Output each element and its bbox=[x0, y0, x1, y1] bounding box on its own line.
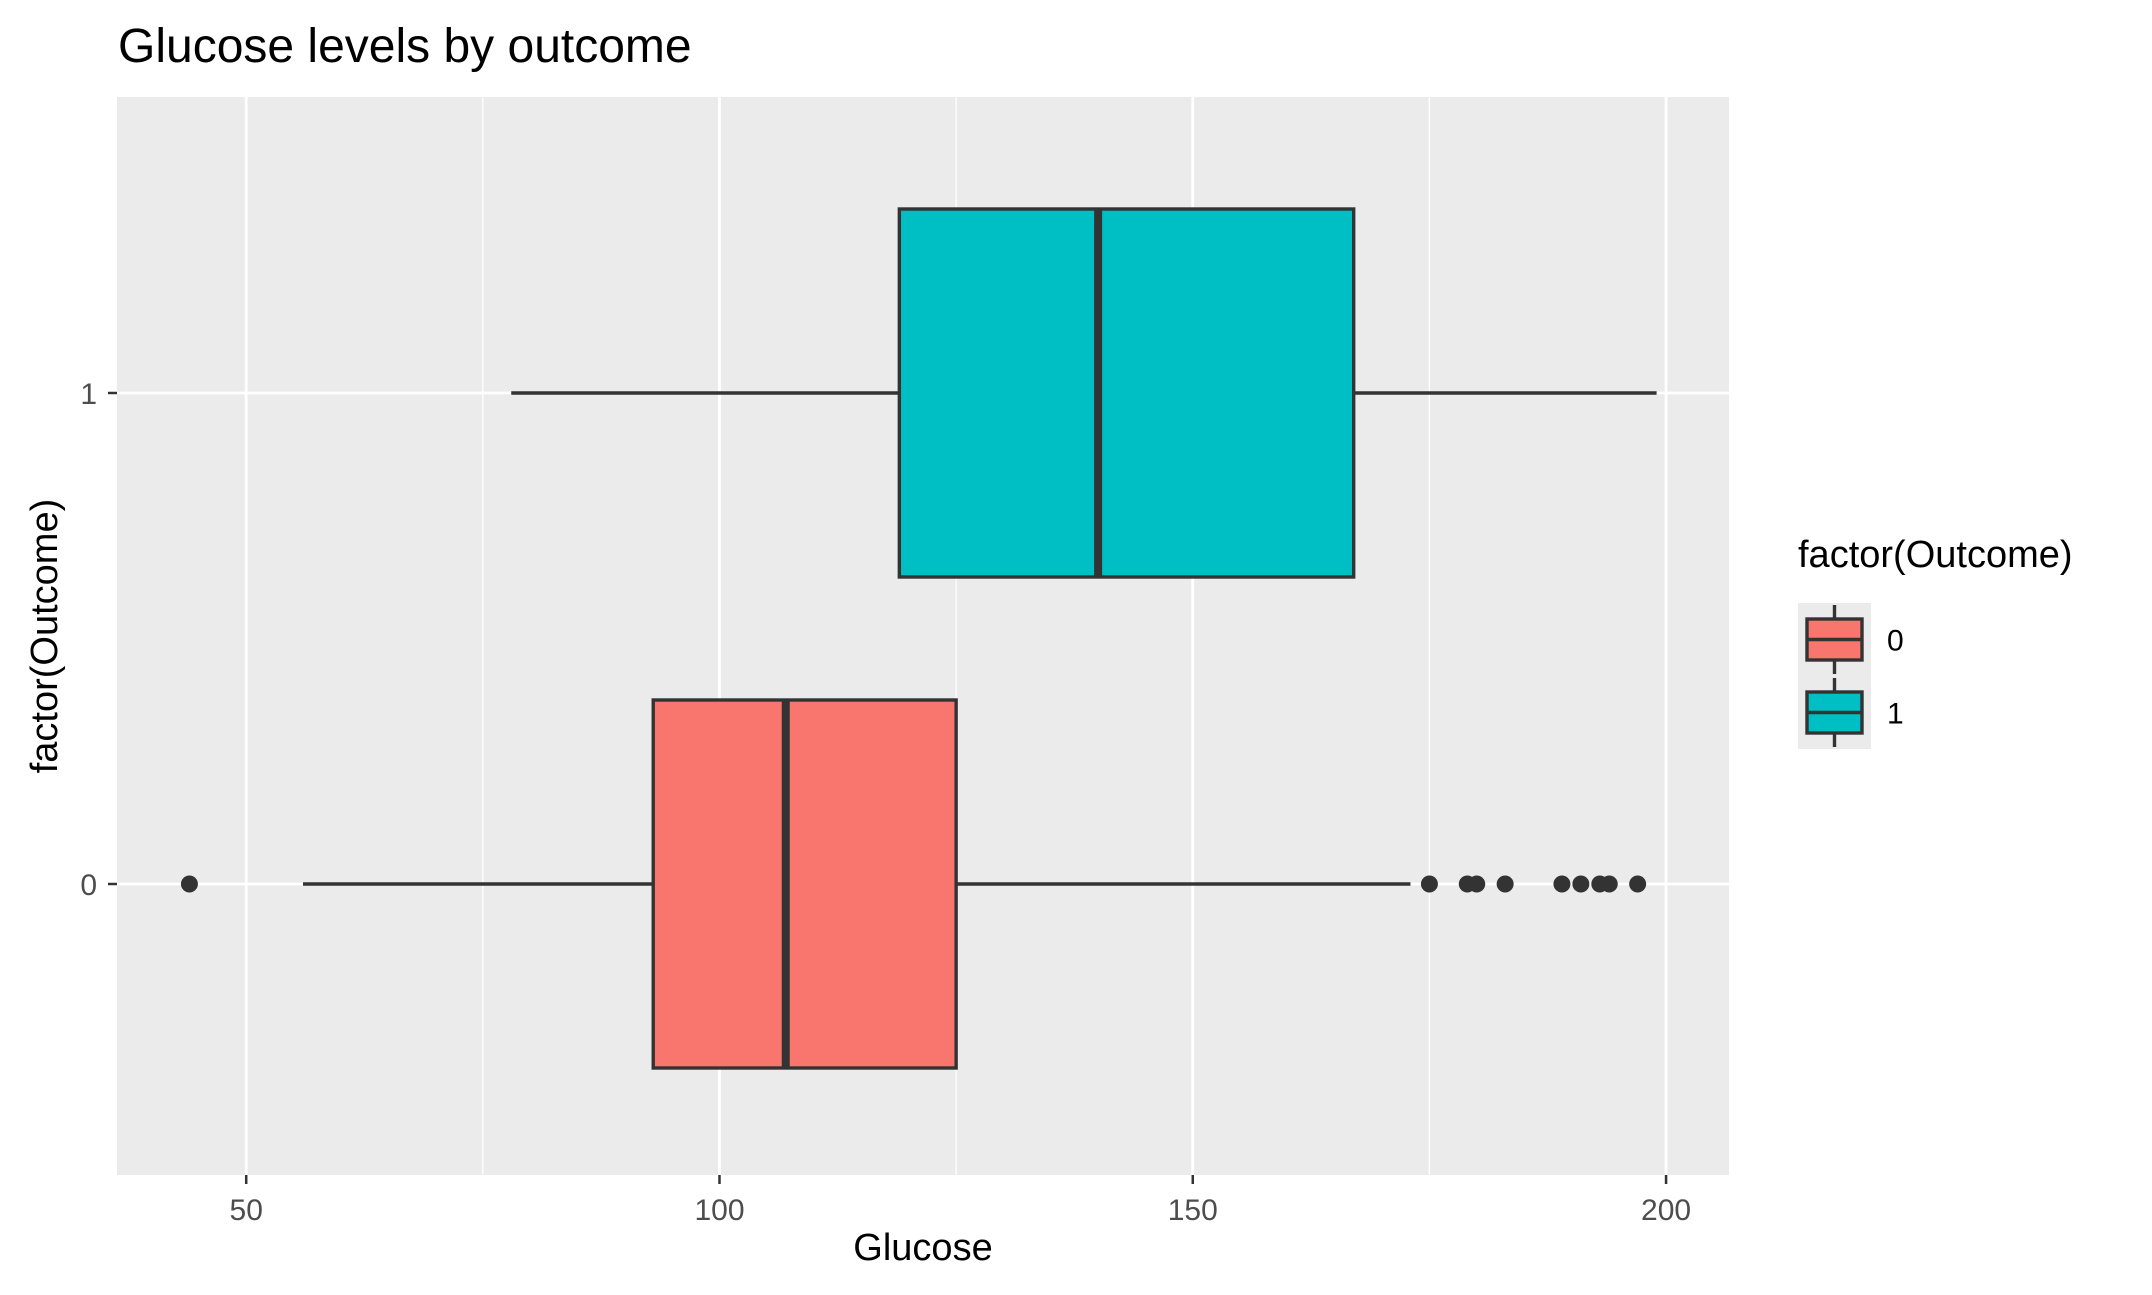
outlier-point bbox=[1553, 875, 1571, 893]
y-tick-label: 0 bbox=[80, 869, 97, 902]
y-axis-title: factor(Outcome) bbox=[24, 499, 66, 774]
x-tick-label: 50 bbox=[230, 1194, 263, 1227]
y-tick-label: 1 bbox=[80, 378, 97, 411]
outlier-point bbox=[1629, 875, 1647, 893]
x-tick-label: 150 bbox=[1168, 1194, 1218, 1227]
legend-label: 0 bbox=[1887, 625, 1904, 658]
outlier-point bbox=[1600, 875, 1618, 893]
box-iqr bbox=[897, 207, 1356, 579]
x-tick-label: 200 bbox=[1641, 1194, 1691, 1227]
y-axis-ticks: 01 bbox=[80, 378, 117, 902]
outlier-point bbox=[1468, 875, 1486, 893]
box-iqr bbox=[651, 698, 958, 1070]
legend-keys: 01 bbox=[1798, 603, 1904, 749]
legend-title: factor(Outcome) bbox=[1798, 534, 2073, 576]
outlier-point bbox=[1420, 875, 1438, 893]
x-axis-ticks: 50 100 150 200 bbox=[230, 1175, 1691, 1227]
outlier-point bbox=[1496, 875, 1514, 893]
x-axis-title: Glucose bbox=[853, 1227, 992, 1269]
x-tick-label: 100 bbox=[694, 1194, 744, 1227]
outlier-point bbox=[180, 875, 198, 893]
chart-title: Glucose levels by outcome bbox=[118, 20, 692, 73]
outlier-point bbox=[1572, 875, 1590, 893]
boxplot-marks bbox=[180, 207, 1657, 1070]
legend-label: 1 bbox=[1887, 698, 1904, 731]
legend: factor(Outcome) 01 bbox=[1798, 534, 2073, 749]
